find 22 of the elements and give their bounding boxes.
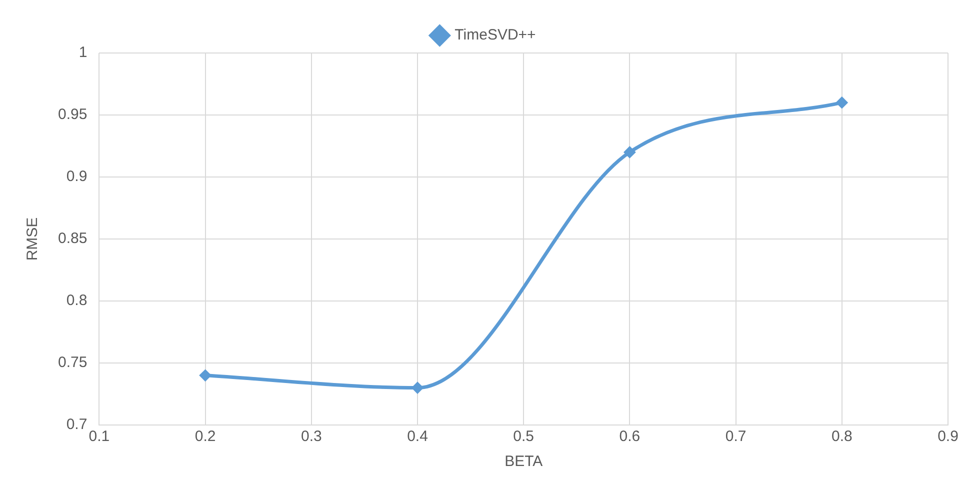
- x-tick-label: 0.2: [194, 428, 216, 446]
- x-tick-label: 0.5: [513, 428, 534, 446]
- x-tick-label: 0.6: [619, 428, 640, 446]
- y-tick-label: 0.85: [58, 230, 88, 248]
- point: [836, 96, 848, 109]
- y-tick-label: 1: [78, 44, 88, 62]
- x-tick-label: 0.4: [407, 428, 428, 446]
- x-tick-label: 0.1: [88, 428, 110, 446]
- y-tick-label: 0.9: [66, 168, 88, 186]
- point: [624, 146, 636, 158]
- y-axis-title: RMSE: [24, 217, 42, 261]
- y-tick-label: 0.75: [58, 354, 88, 372]
- x-tick-label: 0.7: [725, 428, 746, 446]
- y-tick-label: 0.8: [66, 292, 88, 310]
- point: [199, 369, 212, 382]
- x-tick-label: 0.3: [300, 428, 322, 446]
- y-tick-label: 0.7: [66, 416, 88, 434]
- x-tick-label: 0.9: [938, 428, 958, 446]
- x-tick-label: 0.8: [831, 428, 852, 446]
- legend-label: TimeSVD++: [454, 26, 536, 44]
- x-axis-title: BETA: [504, 453, 543, 470]
- y-tick-label: 0.95: [58, 106, 88, 124]
